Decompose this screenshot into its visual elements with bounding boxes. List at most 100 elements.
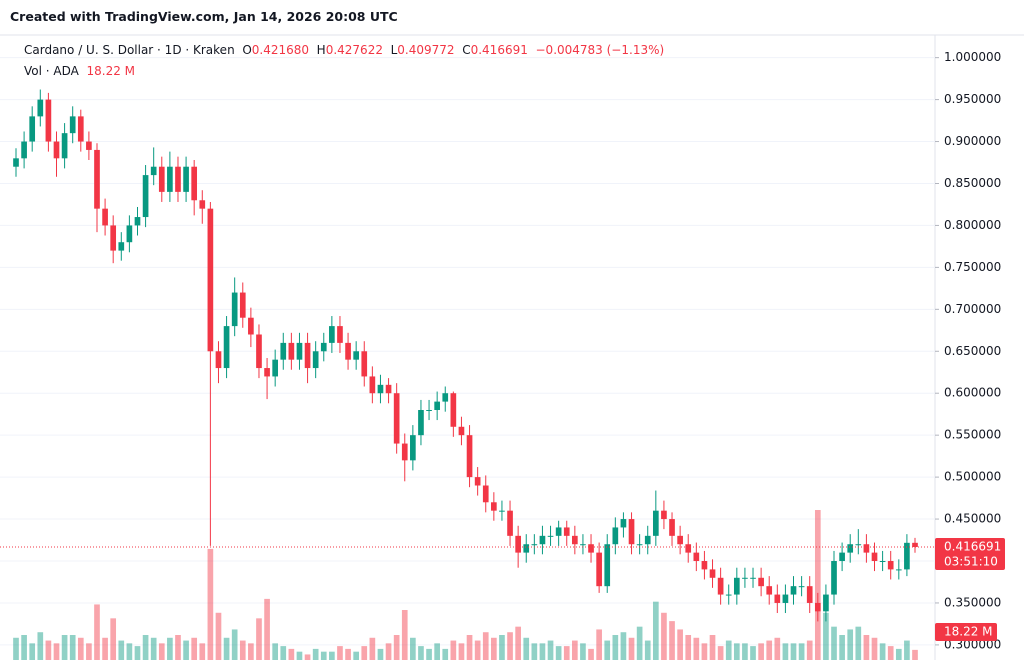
candle-body (248, 317, 254, 335)
volume-bar (361, 646, 368, 660)
volume-bar (418, 646, 424, 660)
volume-bar (742, 643, 748, 660)
volume-bar (53, 643, 60, 660)
y-tick-label: 1.000000 (944, 50, 1001, 64)
volume-bar (652, 601, 659, 660)
candle-body (199, 200, 206, 209)
volume-bar (296, 651, 303, 660)
volume-bar (110, 618, 117, 660)
volume-bar (207, 548, 214, 660)
candle-body (531, 544, 538, 546)
volume-bar (523, 637, 530, 660)
volume-bar (563, 646, 570, 660)
volume-bar (272, 643, 279, 660)
y-tick-label: 0.550000 (944, 428, 1001, 442)
volume-bar (855, 626, 862, 660)
candle-body (418, 410, 424, 436)
volume-bar (320, 651, 327, 660)
candle-body (361, 351, 368, 377)
candle-body (895, 569, 902, 571)
volume-bar (644, 640, 651, 660)
volume-pane (13, 510, 918, 660)
candle-body (774, 594, 781, 603)
candle-body (871, 552, 878, 562)
candle-body (61, 133, 68, 159)
candles (13, 89, 918, 622)
volume-bar (329, 651, 335, 660)
volume-bar (677, 629, 683, 660)
volume-bar (895, 648, 902, 660)
volume-bar (596, 629, 602, 660)
candle-body (879, 561, 886, 563)
candle-body (555, 527, 562, 536)
volume-bar (450, 640, 457, 660)
candle-body (158, 166, 165, 192)
candle-body (612, 527, 619, 545)
volume-bar (604, 640, 611, 660)
candle-body (523, 544, 530, 553)
volume-bar (709, 635, 716, 660)
volume-bar (466, 635, 473, 660)
candle-body (580, 544, 586, 546)
volume-bar (904, 640, 910, 660)
volume-bar (231, 629, 238, 660)
candle-body (790, 586, 797, 595)
candle-body (466, 435, 473, 478)
candle-body (458, 426, 465, 436)
volume-bar (377, 648, 384, 660)
volume-badge-label: 18.22 M (944, 625, 993, 639)
candle-body (21, 141, 27, 159)
volume-bar (337, 646, 343, 660)
volume-bar (750, 646, 756, 660)
candle-body (693, 552, 700, 562)
volume-bar (491, 637, 497, 660)
volume-bar (725, 640, 732, 660)
volume-bar (572, 640, 578, 660)
candle-body (725, 594, 732, 596)
low-value: 0.409772 (397, 43, 455, 57)
candle-body (69, 116, 76, 134)
volume-bar (482, 632, 489, 660)
volume-bar (126, 643, 133, 660)
candle-body (628, 519, 635, 545)
candle-body (515, 535, 521, 553)
volume-bar (499, 635, 505, 660)
volume-bar (442, 648, 449, 660)
candle-body (450, 393, 457, 427)
candle-body (474, 477, 481, 486)
legend: Cardano / U. S. Dollar · 1D · Kraken O0.… (24, 43, 664, 57)
volume-bar (264, 598, 270, 660)
volume-bar (823, 612, 829, 660)
volume-bar (426, 648, 432, 660)
y-tick-label: 0.950000 (944, 92, 1001, 106)
volume-bar (612, 635, 619, 660)
candle-body (37, 99, 44, 117)
volume-bar (798, 643, 805, 660)
candle-body (167, 166, 173, 192)
candle-body (661, 510, 667, 520)
volume-bar (312, 648, 319, 660)
volume-bar (628, 637, 635, 660)
candle-body (223, 326, 230, 369)
candle-body (191, 166, 198, 201)
volume-bar (847, 629, 854, 660)
volume-bar (871, 637, 878, 660)
volume-label: Vol · ADA (24, 64, 79, 78)
volume-bar (701, 643, 708, 660)
volume-bar (345, 648, 351, 660)
volume-bar (458, 643, 465, 660)
volume-bar (507, 632, 513, 660)
candle-body (280, 342, 287, 360)
volume-bar (69, 635, 76, 660)
candle-body (750, 577, 756, 579)
y-tick-label: 0.800000 (944, 218, 1001, 232)
candle-body (588, 544, 594, 553)
volume-legend: Vol · ADA 18.22 M (24, 64, 135, 78)
candle-body (353, 351, 359, 360)
volume-bar (887, 646, 894, 660)
volume-bar (685, 635, 692, 660)
volume-bar (531, 643, 538, 660)
candle-body (766, 586, 773, 595)
high-value: 0.427622 (325, 43, 383, 57)
low-label: L (390, 43, 398, 57)
